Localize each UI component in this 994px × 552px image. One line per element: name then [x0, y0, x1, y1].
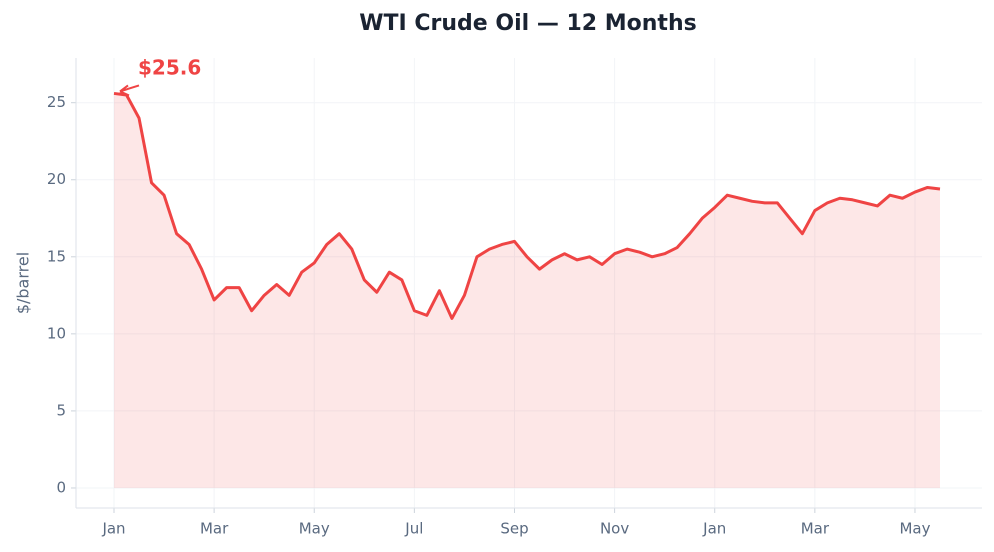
- y-tick-label: 15: [47, 247, 66, 265]
- x-tick-label: Jan: [702, 520, 726, 538]
- y-axis-label: $/barrel: [14, 252, 33, 314]
- x-tick-label: Nov: [600, 520, 629, 538]
- y-tick-label: 25: [47, 93, 66, 111]
- annotation-arrow: [119, 84, 140, 97]
- x-tick-label: Jan: [101, 520, 125, 538]
- area: [114, 93, 940, 488]
- line: [113, 91, 941, 320]
- y-tick-label: 5: [56, 401, 66, 419]
- x-tick-label: May: [299, 520, 330, 538]
- x-tick-label: May: [899, 520, 930, 538]
- annotation: $25.6: [138, 56, 201, 80]
- x-tick-label: Jul: [404, 520, 423, 538]
- y-tick-label: 10: [47, 324, 66, 342]
- x-tick-label: Sep: [500, 520, 528, 538]
- x-tick-label: Mar: [200, 520, 229, 538]
- y-tick-label: 20: [47, 170, 66, 188]
- chart-title: WTI Crude Oil — 12 Months: [359, 11, 696, 36]
- x-tick-label: Mar: [801, 520, 830, 538]
- y-tick-label: 0: [56, 478, 66, 496]
